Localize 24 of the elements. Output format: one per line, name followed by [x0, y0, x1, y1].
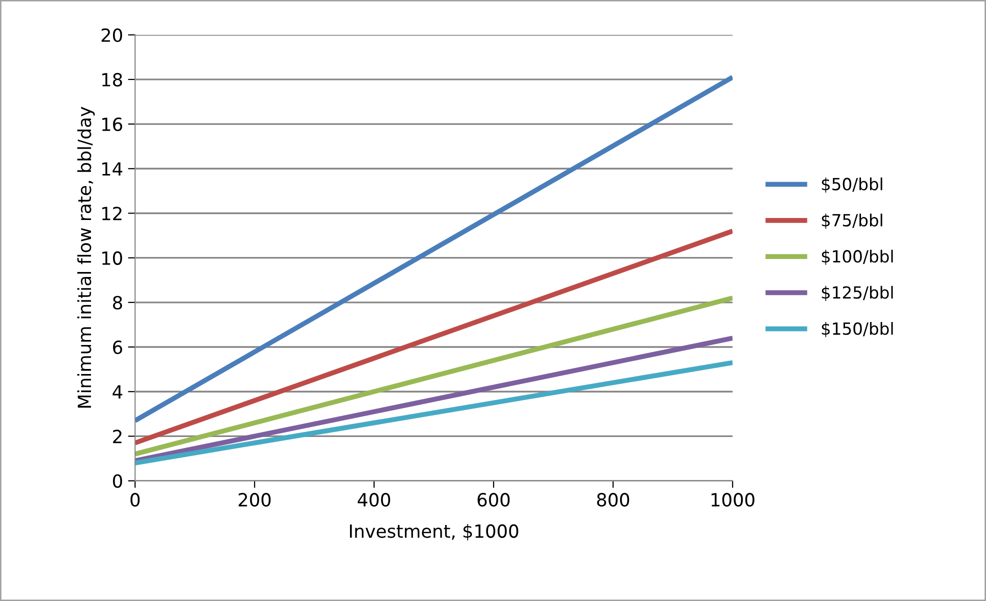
y-tick-label: 14 [102, 162, 122, 176]
y-tick-label: 8 [113, 296, 122, 310]
y-tick-label: 6 [113, 340, 122, 354]
y-tick-label: 18 [102, 72, 122, 87]
y-tick-label: 16 [102, 118, 122, 132]
x-tick-label: 1000 [712, 492, 754, 507]
y-tick-label: 20 [102, 28, 122, 42]
legend-label: $75/bbl [822, 214, 882, 229]
x-tick-label: 0 [130, 492, 140, 507]
x-tick-label: 200 [238, 492, 271, 507]
y-tick-label: 10 [102, 251, 122, 265]
y-tick-label: 12 [102, 206, 122, 220]
x-tick-label: 400 [358, 492, 390, 507]
x-tick-label: 800 [597, 492, 630, 507]
y-axis-title: Minimum initial flow rate, bbl/day [77, 106, 95, 408]
x-axis-title: Investment, $1000 [350, 524, 518, 540]
legend-label: $50/bbl [822, 178, 882, 193]
x-tick-label: 600 [478, 492, 510, 507]
legend-label: $125/bbl [822, 286, 893, 302]
y-tick-label: 2 [113, 430, 122, 444]
y-tick-label: 4 [112, 385, 122, 398]
legend-label: $100/bbl [822, 250, 893, 265]
y-tick-label: 0 [112, 474, 122, 488]
legend-label: $150/bbl [822, 322, 893, 338]
